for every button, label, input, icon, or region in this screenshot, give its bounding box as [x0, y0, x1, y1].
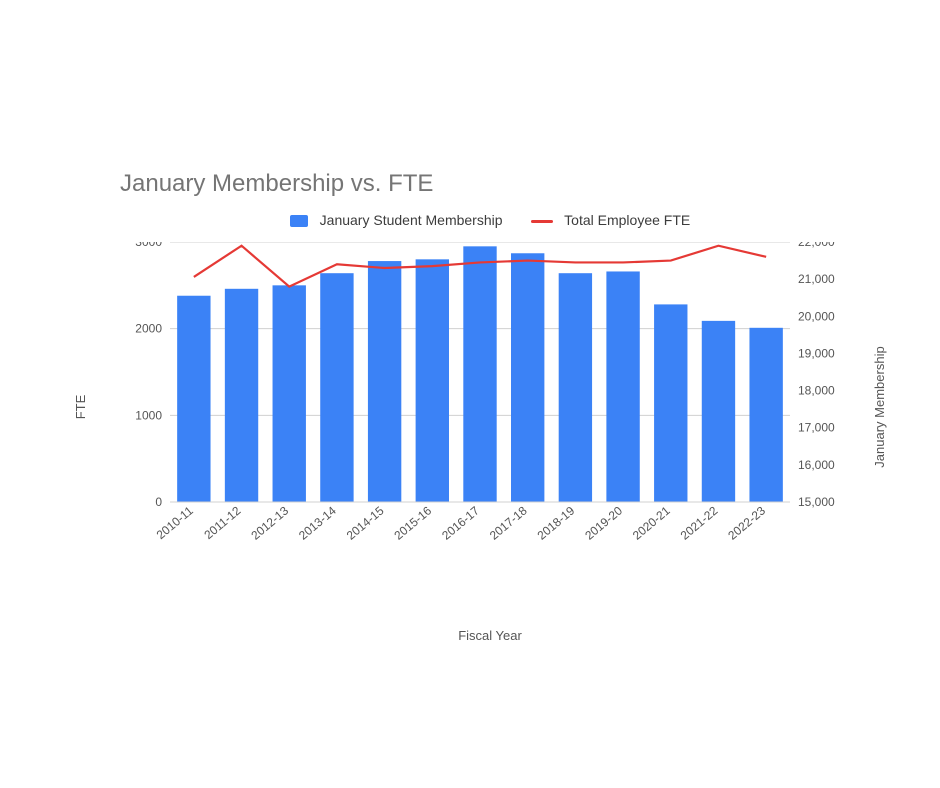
x-tick-label: 2018-19: [535, 503, 578, 542]
bar: [225, 289, 258, 502]
y-right-axis-label: January Membership: [872, 346, 887, 467]
y-right-tick-label: 22,000: [798, 242, 835, 249]
x-tick-label: 2020-21: [630, 503, 673, 542]
plot-area: FTE January Membership 010002000300015,0…: [120, 242, 860, 572]
x-tick-label: 2015-16: [391, 503, 434, 542]
x-tick-label: 2017-18: [487, 503, 530, 542]
y-right-tick-label: 20,000: [798, 309, 835, 323]
x-tick-label: 2013-14: [296, 503, 339, 542]
y-right-tick-label: 16,000: [798, 458, 835, 472]
bar: [702, 321, 735, 502]
bar: [177, 296, 210, 502]
bar: [320, 273, 353, 502]
y-right-tick-label: 17,000: [798, 421, 835, 435]
bar: [606, 271, 639, 502]
bar: [416, 259, 449, 502]
bar: [273, 285, 306, 502]
bar: [559, 273, 592, 502]
chart-svg: 0 1000 2000 3000 15,000 16,000 17,000 18,000 19,…: [120, 242, 860, 572]
legend-item-bars: January Student Membership: [290, 212, 503, 228]
y-left-tick-label: 3000: [135, 242, 162, 249]
y-left-tick-label: 2000: [135, 322, 162, 336]
bar: [463, 246, 496, 502]
x-tick-label: 2022-23: [725, 503, 768, 542]
x-tick-label: 2014-15: [344, 503, 387, 542]
y-left-tick-label: 0: [155, 495, 162, 509]
bar: [749, 328, 782, 502]
x-tick-label: 2019-20: [582, 503, 625, 542]
legend-swatch-line: [531, 220, 553, 223]
y-right-tick-label: 15,000: [798, 495, 835, 509]
chart-title: January Membership vs. FTE: [120, 170, 860, 198]
legend-item-line: Total Employee FTE: [531, 212, 691, 228]
y-right-tick-label: 18,000: [798, 384, 835, 398]
y-left-axis-label: FTE: [73, 395, 88, 420]
x-tick-label: 2010-11: [154, 503, 196, 542]
y-right-tick-label: 19,000: [798, 346, 835, 360]
x-axis-label: Fiscal Year: [120, 628, 860, 643]
x-tick-label: 2016-17: [439, 503, 482, 542]
y-right-tick-label: 21,000: [798, 272, 835, 286]
bar: [511, 253, 544, 502]
legend-label-line: Total Employee FTE: [564, 212, 690, 228]
chart-legend: January Student Membership Total Employe…: [120, 212, 860, 228]
bar: [654, 304, 687, 502]
x-tick-label: 2011-12: [201, 503, 243, 542]
x-tick-label: 2021-22: [678, 503, 721, 542]
legend-swatch-bar: [290, 215, 308, 227]
x-tick-label: 2012-13: [248, 503, 291, 542]
bar: [368, 261, 401, 502]
y-left-tick-label: 1000: [135, 408, 162, 422]
legend-label-bars: January Student Membership: [320, 212, 503, 228]
chart: January Membership vs. FTE January Stude…: [120, 170, 860, 643]
